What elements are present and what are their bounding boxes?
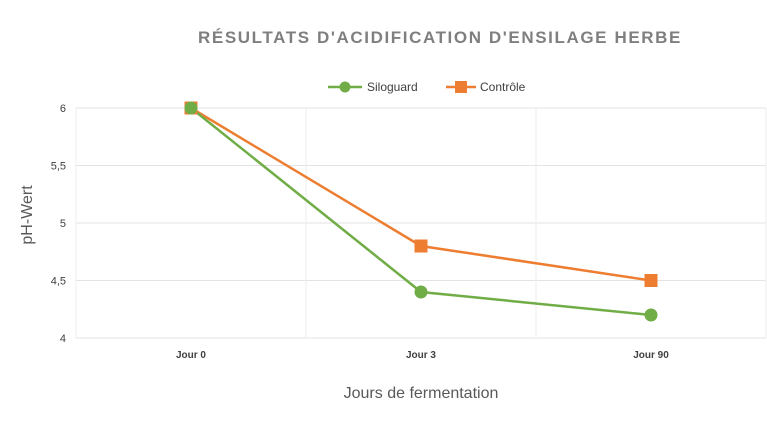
data-point-siloguard [184, 101, 198, 115]
legend-item-controle: Contrôle [446, 80, 526, 94]
legend-item-siloguard: Siloguard [328, 80, 418, 94]
x-tick-label: Jour 3 [406, 350, 436, 361]
legend-marker-controle [455, 81, 467, 93]
y-tick-label: 5 [60, 218, 66, 230]
data-point-siloguard [414, 285, 428, 299]
legend-label-controle: Contrôle [480, 80, 526, 94]
x-tick-label: Jour 0 [176, 350, 206, 361]
data-point-siloguard [644, 308, 658, 322]
series-line-contr-le [190, 106, 652, 282]
y-tick-label: 5,5 [51, 161, 66, 173]
y-tick-label: 4 [60, 333, 66, 345]
legend-label-siloguard: Siloguard [367, 80, 418, 94]
legend: Siloguard Contrôle [328, 80, 526, 94]
y-axis-ticks: 4 4,5 5 5,5 6 [51, 103, 66, 345]
data-point-contr-le [644, 274, 658, 287]
data-point-contr-le [414, 239, 428, 253]
gridlines [75, 107, 767, 339]
series-layer [184, 101, 658, 322]
x-axis-label: Jours de fermentation [344, 385, 499, 402]
legend-marker-siloguard [339, 81, 351, 93]
chart-title: RÉSULTATS D'ACIDIFICATION D'ENSILAGE HER… [198, 28, 682, 47]
x-tick-label: Jour 90 [633, 350, 669, 361]
series-line-siloguard [190, 107, 652, 317]
y-tick-label: 6 [60, 103, 66, 115]
x-axis-ticks: Jour 0 Jour 3 Jour 90 [176, 350, 669, 361]
y-axis-label: pH-Wert [19, 185, 36, 245]
y-tick-label: 4,5 [51, 276, 66, 288]
